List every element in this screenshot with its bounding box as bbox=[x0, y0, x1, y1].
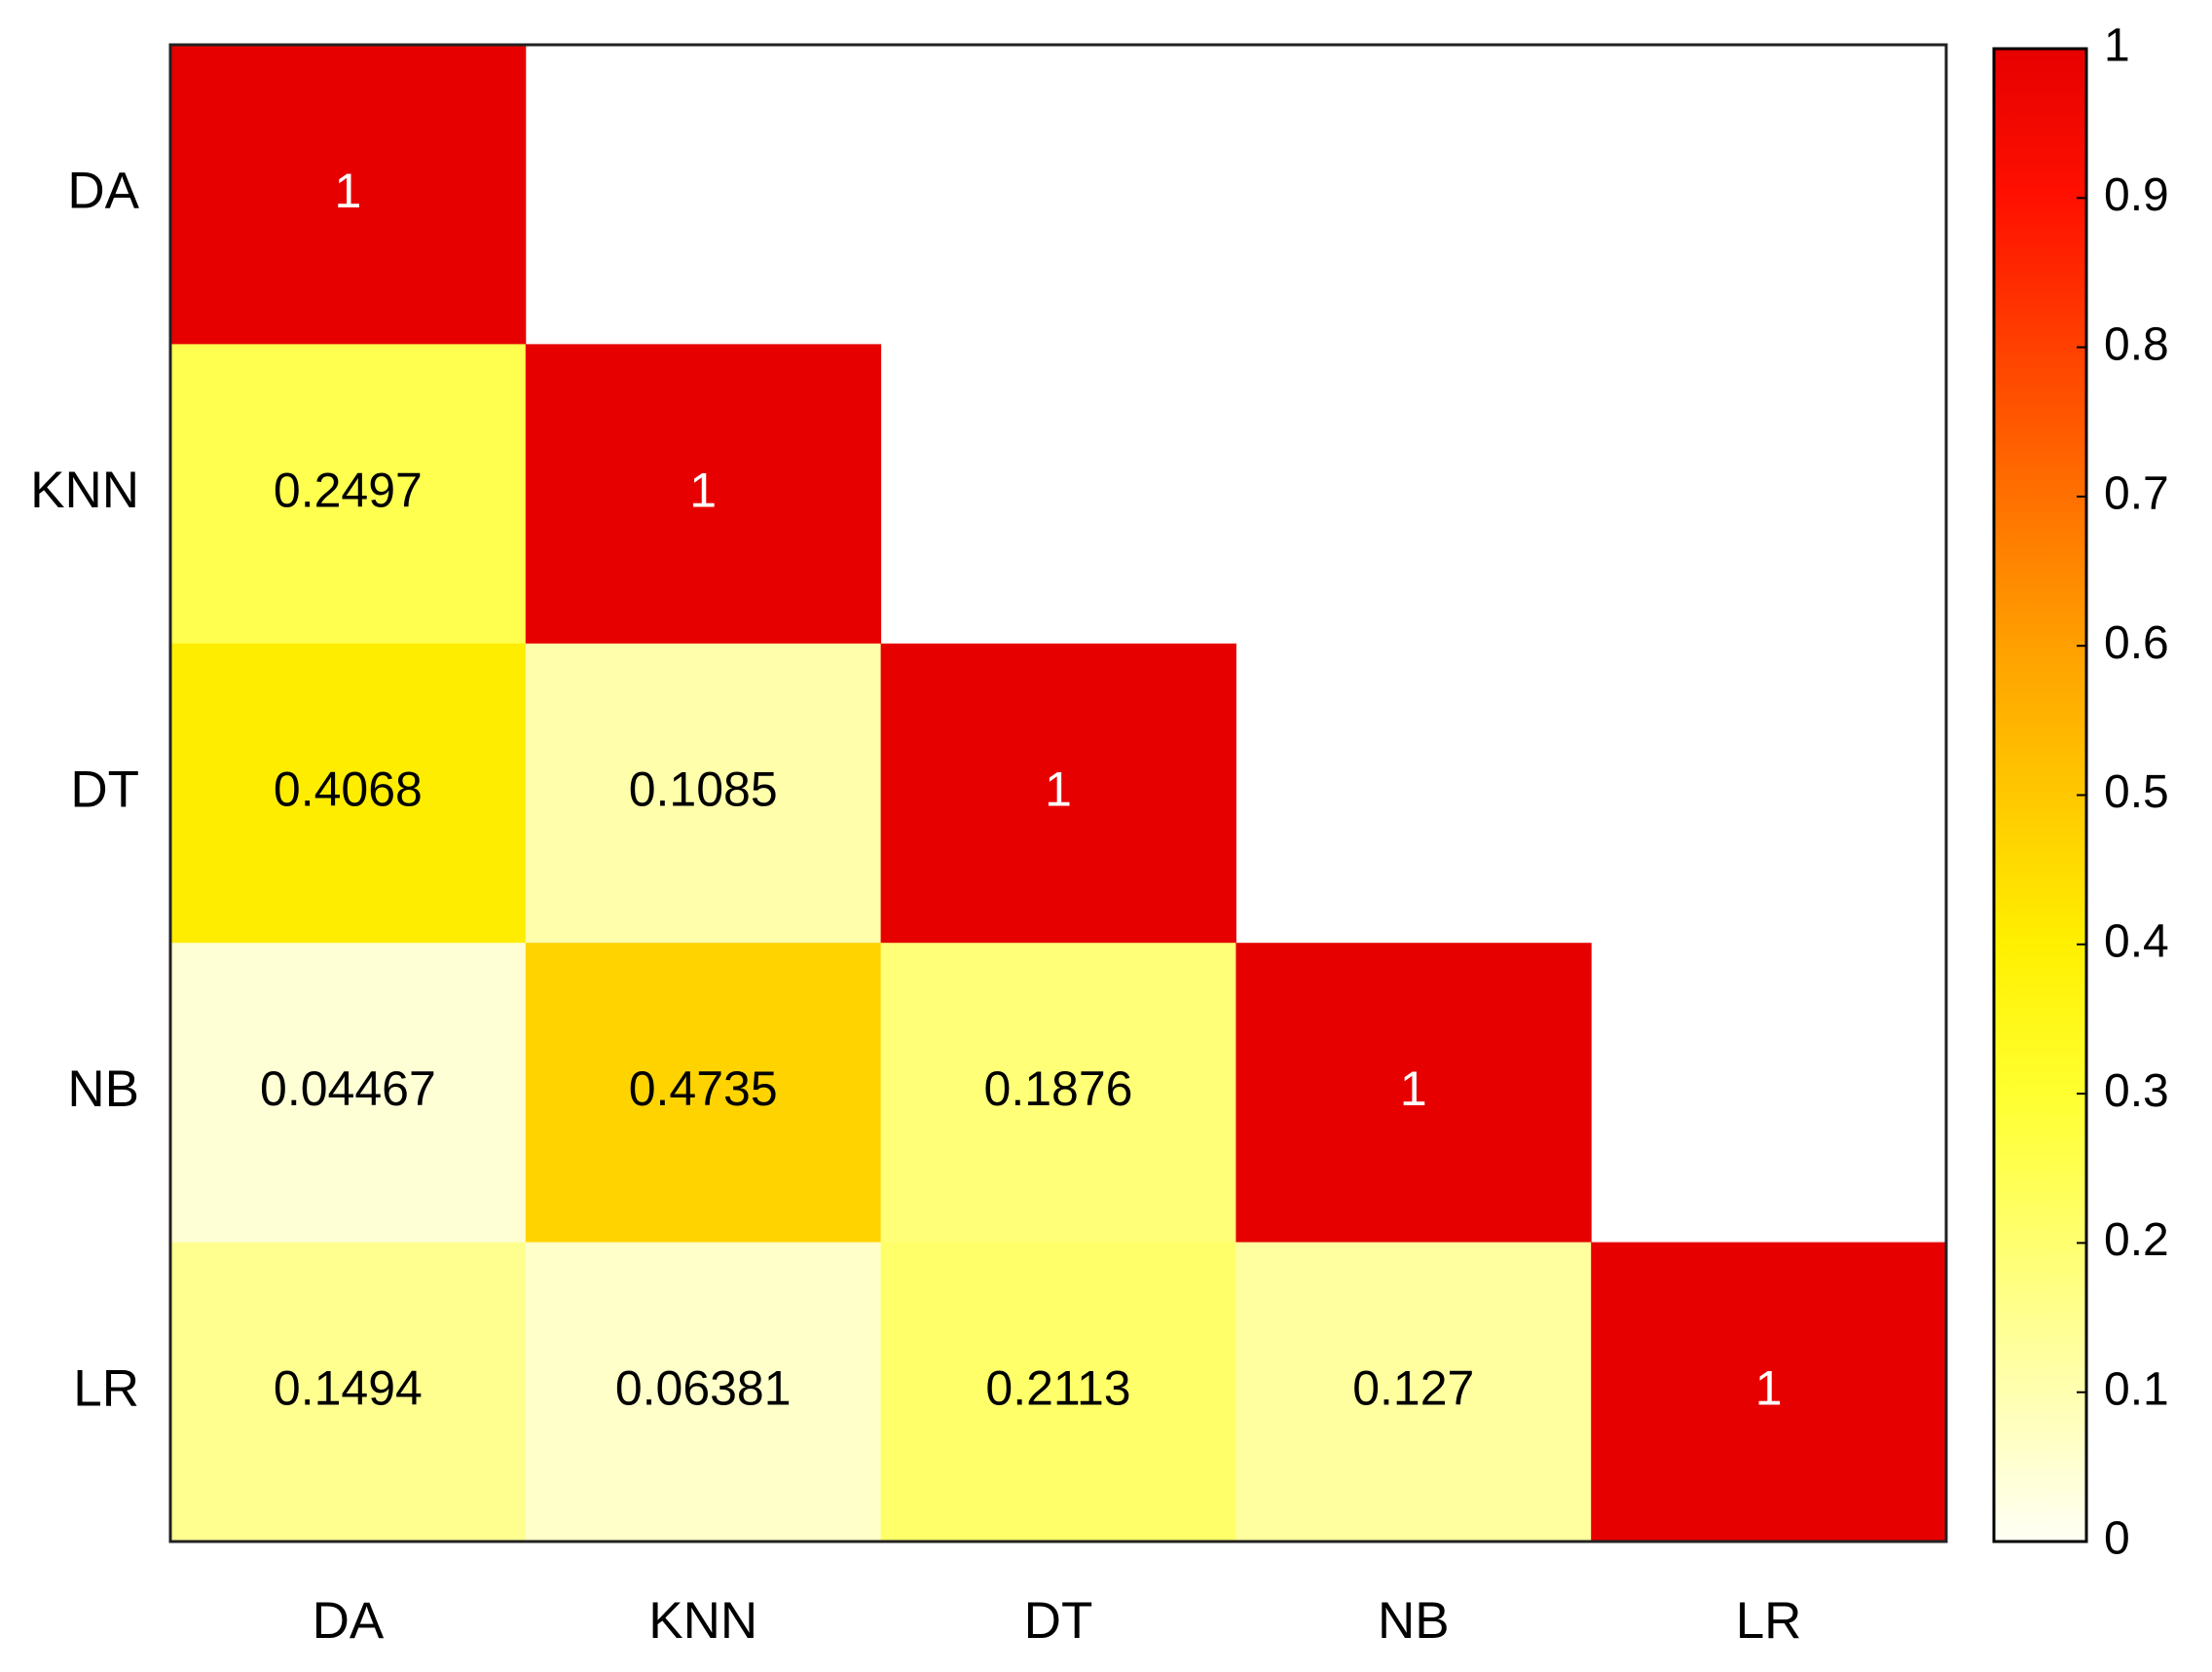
colorbar bbox=[1992, 47, 2088, 1543]
cell-label: 0.04467 bbox=[260, 1061, 436, 1116]
heatmap-cell bbox=[1235, 943, 1592, 1244]
heatmap-cell bbox=[525, 943, 882, 1244]
cell-label: 0.1876 bbox=[984, 1061, 1133, 1116]
y-tick-label: NB bbox=[67, 1060, 139, 1118]
colorbar-tick-label: 0.9 bbox=[2104, 169, 2169, 221]
colorbar-tick-label: 0 bbox=[2104, 1513, 2130, 1565]
cell-label: 0.1085 bbox=[629, 762, 778, 817]
heatmap-cell bbox=[880, 643, 1236, 944]
plot-frame bbox=[168, 43, 1948, 1543]
y-tick-label: DA bbox=[67, 163, 139, 220]
y-tick-label: LR bbox=[73, 1359, 139, 1417]
heatmap-cell bbox=[880, 943, 1236, 1244]
colorbar-tick-label: 0.5 bbox=[2104, 766, 2169, 818]
cell-label: 0.127 bbox=[1352, 1361, 1474, 1416]
heatmap-cell bbox=[170, 45, 527, 345]
cell-label: 0.2113 bbox=[985, 1361, 1130, 1416]
heatmap-cell bbox=[170, 1242, 527, 1542]
colorbar-tick-label: 0.2 bbox=[2104, 1214, 2169, 1266]
cell-label: 0.06381 bbox=[615, 1361, 792, 1416]
heatmap-cell bbox=[170, 643, 527, 944]
colorbar-tick-label: 0.4 bbox=[2104, 915, 2169, 967]
heatmap-cell bbox=[525, 344, 882, 645]
heatmap-cell bbox=[525, 643, 882, 944]
y-tick-label: DT bbox=[70, 762, 139, 819]
x-tick-label: DA bbox=[313, 1592, 385, 1650]
cell-label: 0.4735 bbox=[629, 1061, 778, 1116]
x-tick-label: LR bbox=[1736, 1592, 1802, 1650]
x-tick-label: NB bbox=[1378, 1592, 1450, 1650]
heatmap-cell bbox=[880, 1242, 1236, 1542]
cell-label: 0.4068 bbox=[274, 762, 423, 817]
cell-label: 0.1494 bbox=[274, 1361, 423, 1416]
cell-label: 1 bbox=[1045, 762, 1072, 817]
cell-label: 1 bbox=[1400, 1061, 1427, 1116]
x-tick-label: DT bbox=[1024, 1592, 1093, 1650]
heatmap-cell bbox=[170, 344, 527, 645]
y-tick-label: KNN bbox=[30, 462, 139, 519]
cell-label: 1 bbox=[1755, 1361, 1783, 1416]
colorbar-tick-label: 0.7 bbox=[2104, 468, 2169, 520]
heatmap-cell bbox=[1591, 1242, 1947, 1542]
colorbar-tick-label: 0.3 bbox=[2104, 1065, 2169, 1117]
colorbar-tick-label: 0.1 bbox=[2104, 1363, 2169, 1415]
heatmap-cell bbox=[170, 943, 527, 1244]
colorbar-tick-label: 0.8 bbox=[2104, 318, 2169, 370]
colorbar-tick-label: 0.6 bbox=[2104, 617, 2169, 669]
cell-label: 1 bbox=[334, 164, 361, 218]
cell-label: 1 bbox=[689, 463, 717, 517]
heatmap-cell bbox=[1235, 1242, 1592, 1542]
colorbar-tick-label: 1 bbox=[2104, 20, 2130, 72]
heatmap-cell bbox=[525, 1242, 882, 1542]
x-tick-label: KNN bbox=[648, 1592, 757, 1650]
cell-label: 0.2497 bbox=[274, 463, 423, 517]
